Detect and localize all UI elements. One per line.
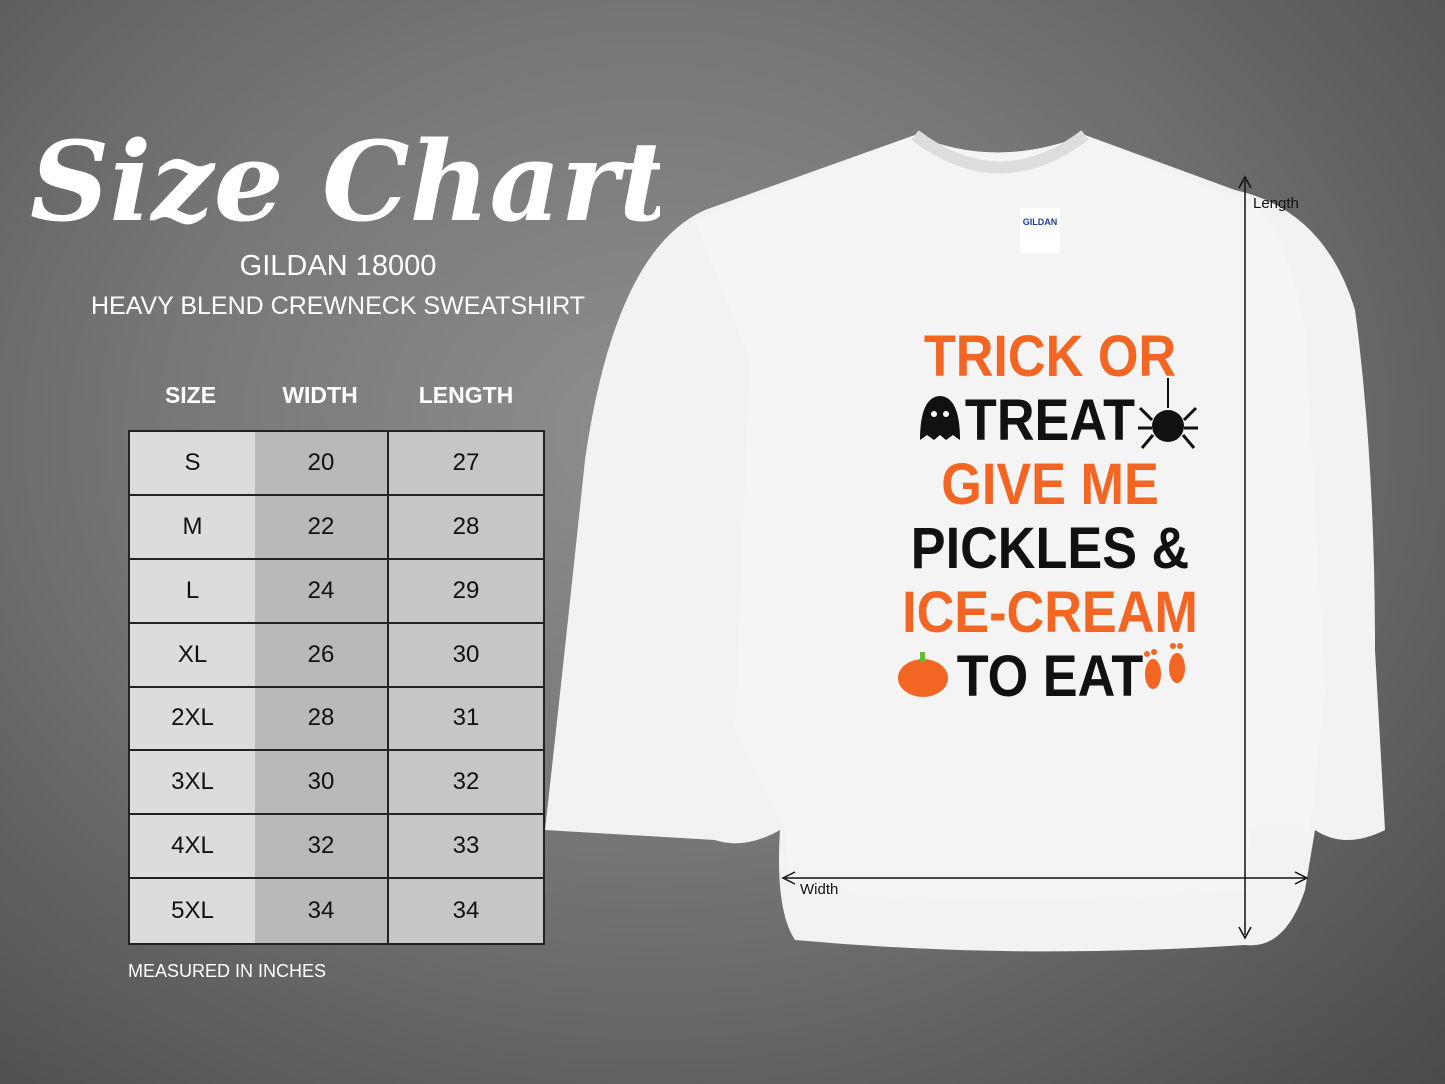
length-cell: 31 xyxy=(389,687,543,752)
size-chart-title: Size Chart xyxy=(30,117,660,246)
header-length: LENGTH xyxy=(418,382,514,408)
length-cell: 34 xyxy=(389,879,543,943)
width-cell: 22 xyxy=(255,495,389,560)
pumpkin-icon xyxy=(898,652,948,697)
design-line: TO EAT xyxy=(956,644,1144,709)
length-cell: 29 xyxy=(389,559,543,624)
width-cell: 26 xyxy=(255,623,389,688)
design-line: TREAT xyxy=(964,388,1136,453)
design-line: GIVE ME xyxy=(941,452,1159,517)
length-cell: 28 xyxy=(389,495,543,560)
width-cell: 28 xyxy=(255,687,389,752)
design-line: PICKLES & xyxy=(910,516,1190,581)
width-cell: 24 xyxy=(255,559,389,624)
title-text: Size Chart xyxy=(30,117,660,246)
design-line: TRICK OR xyxy=(923,324,1177,389)
size-cell: 4XL xyxy=(130,815,255,880)
width-cell: 20 xyxy=(255,432,389,496)
design-line: ICE-CREAM xyxy=(902,580,1198,645)
measurement-note: MEASURED IN INCHES xyxy=(128,961,327,981)
header-size: SIZE xyxy=(164,382,217,408)
width-cell: 30 xyxy=(255,751,389,816)
size-cell: 2XL xyxy=(130,687,255,752)
sweatshirt-image: GILDAN xyxy=(545,130,1385,952)
spider-icon xyxy=(1138,378,1198,449)
brand-model: GILDAN 18000 xyxy=(239,250,437,282)
width-cell: 34 xyxy=(255,879,389,943)
product-name: HEAVY BLEND CREWNECK SWEATSHIRT xyxy=(90,292,586,320)
ghost-icon xyxy=(920,396,960,440)
width-cell: 32 xyxy=(255,815,389,880)
length-cell: 32 xyxy=(389,751,543,816)
width-arrowheads xyxy=(781,871,1309,885)
size-cell: M xyxy=(130,495,255,560)
length-label: Length xyxy=(1253,195,1299,212)
size-cell: L xyxy=(130,559,255,624)
footprints-icon xyxy=(1144,643,1185,689)
size-cell: 5XL xyxy=(130,879,255,943)
size-cell: S xyxy=(130,432,255,496)
length-arrowheads xyxy=(1238,175,1252,940)
length-cell: 30 xyxy=(389,623,543,688)
size-table: S 20 27 M 22 28 L 24 29 XL 26 30 2XL 28 31 3XL 30 32 4XL 32… xyxy=(128,430,545,945)
size-cell: XL xyxy=(130,623,255,688)
width-label: Width xyxy=(800,881,839,898)
collar xyxy=(911,130,1089,174)
garment-label xyxy=(1020,208,1060,253)
length-cell: 33 xyxy=(389,815,543,880)
size-cell: 3XL xyxy=(130,751,255,816)
header-width: WIDTH xyxy=(282,382,358,408)
length-cell: 27 xyxy=(389,432,543,496)
label-brand-text: GILDAN xyxy=(1023,217,1058,227)
shirt-design: TRICK OR TREAT GIVE ME PICKLES & ICE-CRE… xyxy=(897,325,1203,709)
